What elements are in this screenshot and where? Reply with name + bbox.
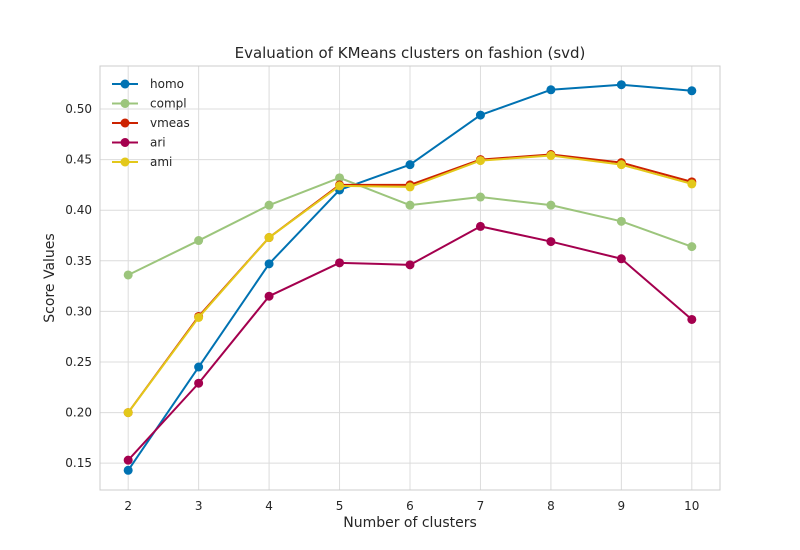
data-point-ami xyxy=(616,160,626,170)
data-point-ari xyxy=(687,314,697,324)
data-point-compl xyxy=(123,270,133,280)
legend-marker xyxy=(120,79,130,89)
y-tick-label: 0.30 xyxy=(65,304,92,318)
x-tick-label: 8 xyxy=(547,499,555,513)
data-point-compl xyxy=(194,236,204,246)
data-point-ami xyxy=(687,179,697,189)
legend-label: compl xyxy=(150,97,187,111)
x-tick-label: 6 xyxy=(406,499,414,513)
data-point-ari xyxy=(475,221,485,231)
tick-labels: 2 3 4 5 6 7 8 9 10 0.15 0.20 0.25 0.30 0.35 0.40 0.45 0.… xyxy=(65,102,699,513)
data-point-compl xyxy=(687,242,697,252)
data-point-ari xyxy=(264,291,274,301)
data-point-homo xyxy=(616,80,626,90)
data-point-ari xyxy=(616,254,626,264)
x-tick-label: 7 xyxy=(477,499,485,513)
data-point-ami xyxy=(546,151,556,161)
data-point-ari xyxy=(335,258,345,268)
data-point-compl xyxy=(264,200,274,210)
data-point-homo xyxy=(123,465,133,475)
legend-label: vmeas xyxy=(150,116,190,130)
x-tick-label: 10 xyxy=(684,499,699,513)
y-tick-label: 0.25 xyxy=(65,355,92,369)
data-point-ami xyxy=(405,182,415,192)
x-tick-label: 2 xyxy=(124,499,132,513)
legend-item-homo: homo xyxy=(112,77,184,91)
y-tick-label: 0.35 xyxy=(65,254,92,268)
chart-title: Evaluation of KMeans clusters on fashion… xyxy=(235,44,586,62)
series-ari xyxy=(123,221,697,465)
y-tick-label: 0.40 xyxy=(65,203,92,217)
data-point-compl xyxy=(475,192,485,202)
data-point-homo xyxy=(405,160,415,170)
x-tick-label: 3 xyxy=(195,499,203,513)
series-compl xyxy=(123,173,697,280)
legend-marker xyxy=(120,118,130,128)
series-homo xyxy=(123,80,697,475)
legend-item-vmeas: vmeas xyxy=(112,116,190,130)
data-point-ami xyxy=(475,156,485,166)
series-ami xyxy=(123,151,697,418)
data-point-compl xyxy=(405,200,415,210)
data-point-homo xyxy=(194,362,204,372)
data-point-homo xyxy=(546,85,556,95)
y-tick-label: 0.45 xyxy=(65,153,92,167)
data-point-ari xyxy=(123,455,133,465)
legend: homo compl vmeas ari ami xyxy=(112,77,190,169)
legend-marker xyxy=(120,138,130,147)
legend-item-ari: ari xyxy=(112,136,166,150)
data-point-compl xyxy=(335,173,345,183)
data-point-compl xyxy=(546,200,556,210)
data-point-ari xyxy=(405,260,415,270)
data-point-homo xyxy=(264,259,274,269)
plot-frame xyxy=(99,65,721,491)
legend-label: ami xyxy=(150,155,172,169)
data-point-ami xyxy=(335,181,345,191)
x-tick-label: 9 xyxy=(618,499,626,513)
data-point-ari xyxy=(194,378,204,388)
legend-marker xyxy=(120,157,130,167)
data-point-homo xyxy=(475,110,485,120)
data-point-ami xyxy=(264,233,274,243)
legend-label: ari xyxy=(150,136,166,150)
y-tick-label: 0.15 xyxy=(65,456,92,470)
legend-marker xyxy=(120,99,130,108)
legend-label: homo xyxy=(150,77,184,91)
x-tick-label: 5 xyxy=(336,499,344,513)
y-tick-label: 0.20 xyxy=(65,406,92,420)
data-point-ari xyxy=(546,237,556,247)
series-layer xyxy=(123,80,697,475)
data-point-compl xyxy=(616,216,626,226)
x-axis-label: Number of clusters xyxy=(343,515,477,531)
legend-item-ami: ami xyxy=(112,155,172,169)
x-tick-label: 4 xyxy=(265,499,273,513)
legend-item-compl: compl xyxy=(112,97,187,111)
y-axis-label: Score Values xyxy=(42,233,58,322)
y-tick-label: 0.50 xyxy=(65,102,92,116)
data-point-ami xyxy=(123,408,133,418)
data-point-homo xyxy=(687,86,697,96)
data-point-ami xyxy=(194,312,204,322)
